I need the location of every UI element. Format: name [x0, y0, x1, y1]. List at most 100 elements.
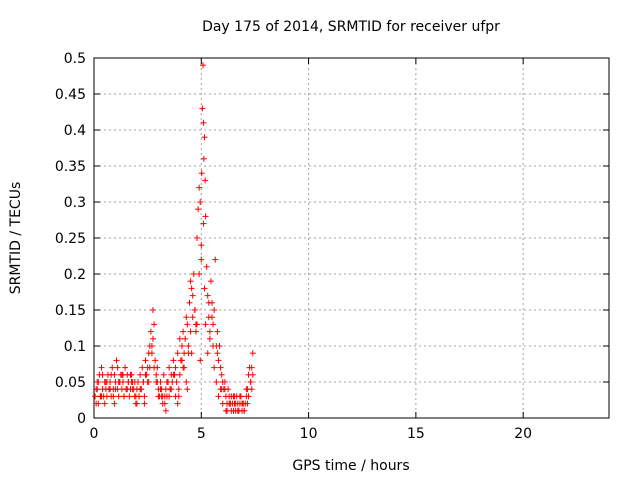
data-point [211, 364, 218, 371]
x-tick-label: 15 [407, 426, 425, 442]
data-point [153, 379, 160, 385]
data-point [206, 328, 213, 335]
data-point [115, 393, 122, 400]
data-point [102, 379, 109, 385]
data-point [248, 364, 255, 371]
data-point [202, 177, 209, 184]
data-point [221, 379, 228, 385]
data-point [147, 328, 154, 335]
data-point [202, 321, 209, 328]
data-point [142, 357, 149, 364]
data-point [137, 386, 144, 393]
data-point [241, 407, 248, 414]
x-tick-label: 0 [90, 426, 99, 442]
data-point [198, 256, 205, 263]
data-point [210, 343, 217, 349]
data-point [180, 364, 187, 371]
data-point [231, 393, 238, 400]
data-point [115, 379, 122, 385]
data-point [214, 350, 221, 357]
data-point [127, 371, 134, 378]
data-point [205, 299, 212, 306]
data-point [244, 400, 251, 407]
data-point [202, 213, 209, 220]
data-point [200, 119, 207, 126]
data-point [207, 278, 214, 285]
y-tick-label: 0 [77, 411, 86, 427]
data-point [154, 364, 161, 371]
data-point [119, 371, 126, 378]
y-tick-label: 0.2 [64, 267, 86, 283]
data-point [203, 263, 210, 270]
data-point [210, 321, 217, 328]
data-point [187, 278, 194, 285]
data-point [204, 350, 211, 357]
data-point [215, 357, 222, 364]
chart-title: Day 175 of 2014, SRMTID for receiver ufp… [202, 19, 500, 35]
data-point [189, 292, 196, 299]
data-point [204, 292, 211, 299]
data-point [213, 379, 220, 385]
data-point [219, 400, 226, 407]
data-point [218, 386, 225, 393]
data-point [150, 335, 157, 342]
x-tick-label: 20 [514, 426, 532, 442]
data-point [245, 393, 252, 400]
scatter-points [92, 62, 256, 414]
x-tick-label: 5 [197, 426, 206, 442]
data-point [129, 386, 136, 393]
data-point [128, 379, 135, 385]
data-point [99, 371, 106, 378]
y-tick-label: 0.45 [55, 87, 86, 103]
data-point [186, 299, 193, 306]
data-point [113, 357, 120, 364]
data-point [126, 393, 133, 400]
x-axis: 0 5 10 15 20 [90, 58, 532, 442]
y-tick-label: 0.1 [64, 339, 86, 355]
data-point [212, 256, 219, 263]
data-point [191, 307, 198, 313]
y-tick-label: 0.4 [64, 123, 86, 139]
y-tick-label: 0.3 [64, 195, 86, 211]
data-point [95, 379, 102, 385]
data-point [200, 62, 207, 69]
data-point [142, 371, 149, 378]
data-point [188, 285, 195, 292]
data-point [216, 343, 223, 349]
data-point [201, 134, 208, 141]
data-point [190, 271, 197, 277]
data-point [166, 364, 173, 371]
data-point [93, 400, 100, 407]
data-point [189, 314, 196, 321]
data-point [141, 400, 148, 407]
data-point [175, 393, 182, 400]
data-point [159, 400, 166, 407]
data-point [199, 105, 206, 112]
data-point [148, 350, 155, 357]
data-point [235, 407, 242, 414]
data-point [211, 307, 218, 313]
data-point [152, 357, 159, 364]
data-point [248, 386, 255, 393]
data-point [247, 379, 254, 385]
data-point [232, 400, 239, 407]
data-point [200, 155, 207, 162]
y-tick-label: 0.15 [55, 303, 86, 319]
data-point [214, 328, 221, 335]
data-point [144, 364, 151, 371]
y-tick-label: 0.25 [55, 231, 86, 247]
data-point [111, 400, 118, 407]
data-point [92, 393, 99, 400]
data-point [227, 400, 234, 407]
y-tick-label: 0.5 [64, 51, 86, 67]
data-point [222, 407, 229, 414]
data-point [175, 386, 182, 393]
data-point [188, 350, 195, 357]
data-point [114, 364, 121, 371]
data-point [108, 371, 115, 378]
data-point [153, 371, 160, 378]
data-point [173, 379, 180, 385]
data-point [178, 357, 185, 364]
